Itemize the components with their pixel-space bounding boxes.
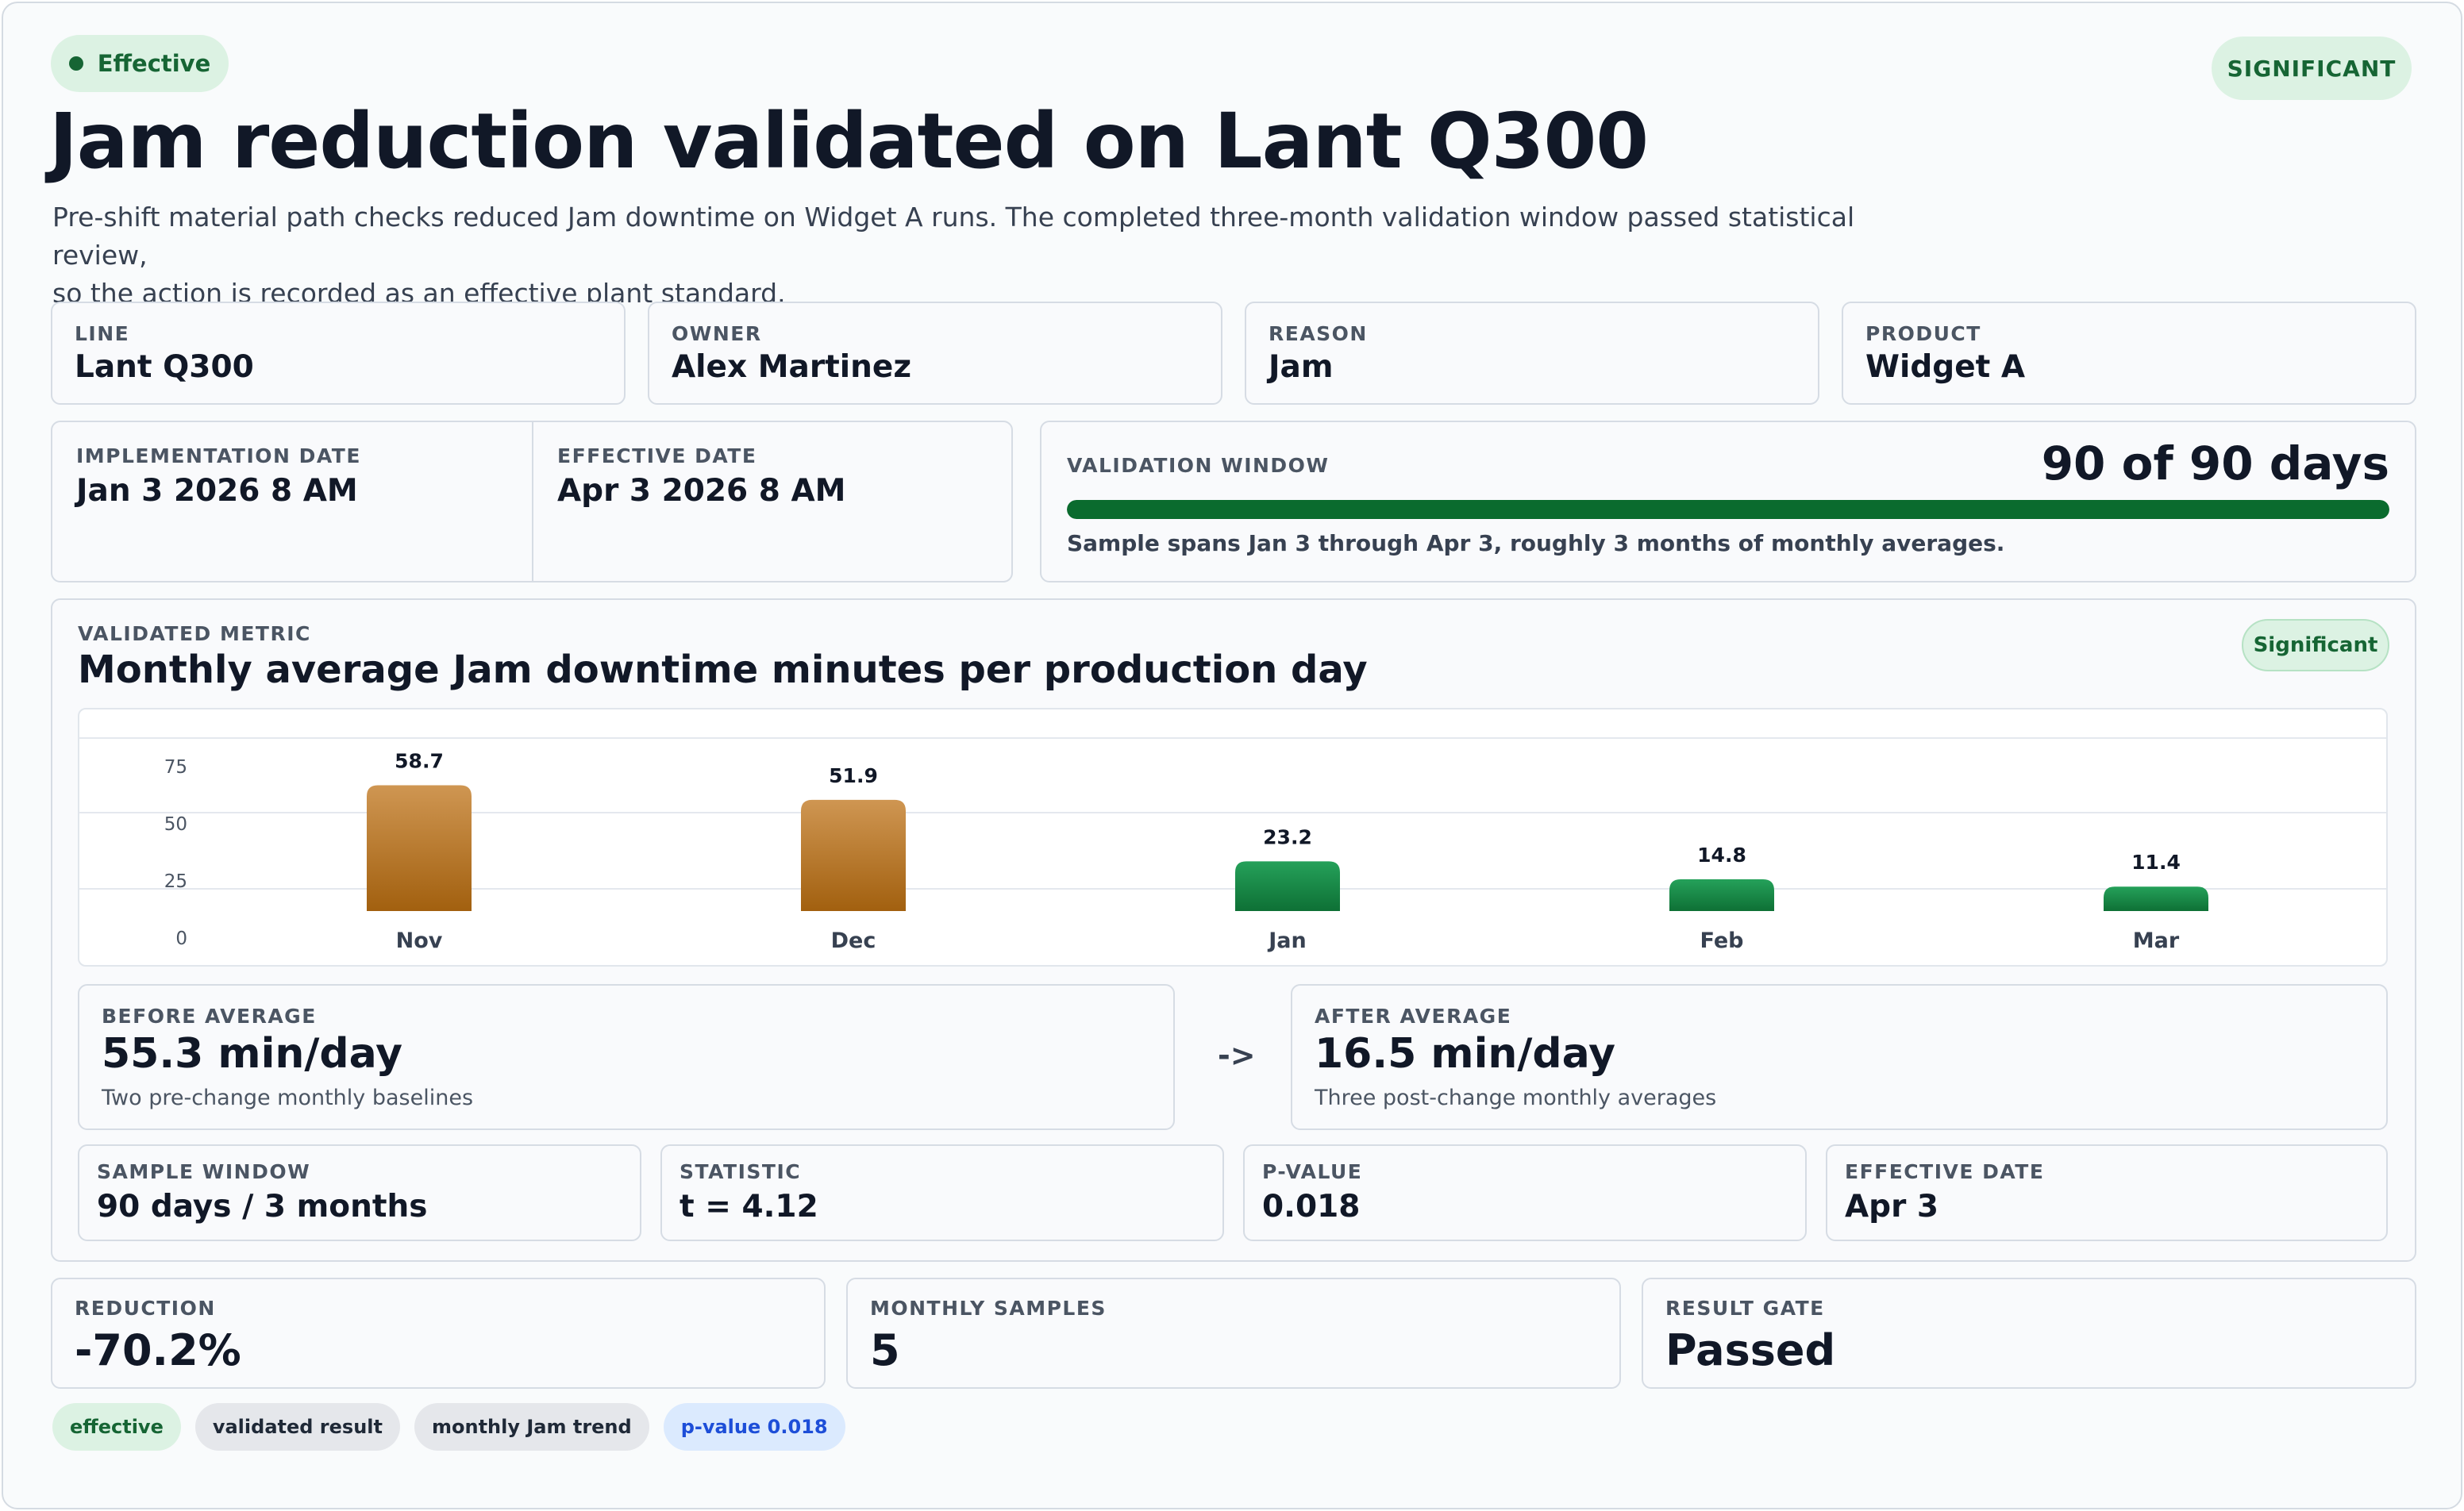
effective-date-value: Apr 3 2026 8 AM bbox=[557, 473, 846, 509]
significant-badge-small: Significant bbox=[2242, 619, 2389, 671]
status-label: Effective bbox=[97, 50, 211, 77]
bar-jan bbox=[1235, 861, 1340, 911]
implementation-date: IMPLEMENTATION DATE Jan 3 2026 8 AM bbox=[52, 422, 533, 581]
tag-effective: effective bbox=[52, 1403, 181, 1451]
result-value: -70.2% bbox=[75, 1325, 241, 1375]
x-tick-label: Mar bbox=[2133, 929, 2180, 953]
stat-value: 0.018 bbox=[1262, 1189, 1361, 1225]
stat-value: t = 4.12 bbox=[680, 1189, 818, 1225]
info-card-product: PRODUCT Widget A bbox=[1842, 302, 2416, 405]
page-title: Jam reduction validated on Lant Q300 bbox=[49, 97, 1649, 186]
significant-badge: SIGNIFICANT bbox=[2212, 37, 2412, 100]
bar-dec bbox=[801, 799, 906, 911]
y-tick-label: 25 bbox=[164, 871, 187, 892]
info-card-reason: REASON Jam bbox=[1245, 302, 1819, 405]
result-value: Passed bbox=[1665, 1325, 1836, 1375]
info-value: Jam bbox=[1269, 349, 1334, 385]
effective-date: EFFECTIVE DATE Apr 3 2026 8 AM bbox=[533, 422, 1011, 581]
validated-metric-section: VALIDATED METRIC Monthly average Jam dow… bbox=[51, 598, 2416, 1262]
result-label: REDUCTION bbox=[75, 1297, 216, 1320]
info-value: Alex Martinez bbox=[672, 349, 912, 385]
tag-validated-result: validated result bbox=[194, 1403, 400, 1451]
y-tick-label: 50 bbox=[164, 814, 187, 835]
result-label: MONTHLY SAMPLES bbox=[870, 1297, 1107, 1320]
dates-card: IMPLEMENTATION DATE Jan 3 2026 8 AM EFFE… bbox=[51, 421, 1013, 582]
status-dot-icon bbox=[68, 56, 83, 71]
info-value: Widget A bbox=[1865, 349, 2026, 385]
info-card-owner: OWNER Alex Martinez bbox=[648, 302, 1222, 405]
validation-days: 90 of 90 days bbox=[2041, 436, 2389, 490]
bar-chart-svg: 0 25 50 75 58.7 Nov 51.9 Dec 23.2 Jan 14.8 Feb 11.4 M… bbox=[79, 737, 2386, 953]
info-label: PRODUCT bbox=[1865, 322, 1981, 345]
x-tick-label: Jan bbox=[1267, 929, 1307, 953]
before-average-value: 55.3 min/day bbox=[102, 1030, 403, 1078]
after-average-value: 16.5 min/day bbox=[1315, 1030, 1616, 1078]
stat-value: 90 days / 3 months bbox=[97, 1189, 428, 1225]
data-label: 51.9 bbox=[829, 764, 878, 787]
after-average-card: AFTER AVERAGE 16.5 min/day Three post-ch… bbox=[1291, 984, 2388, 1130]
before-average-card: BEFORE AVERAGE 55.3 min/day Two pre-chan… bbox=[78, 984, 1175, 1130]
x-tick-label: Feb bbox=[1700, 929, 1744, 953]
stat-card-p-value: P-VALUE 0.018 bbox=[1243, 1144, 1807, 1241]
data-label: 23.2 bbox=[1263, 825, 1312, 848]
data-label: 58.7 bbox=[395, 750, 444, 773]
stat-label: P-VALUE bbox=[1262, 1160, 1363, 1183]
info-label: REASON bbox=[1269, 322, 1368, 345]
stat-card-sample-window: SAMPLE WINDOW 90 days / 3 months bbox=[78, 1144, 641, 1241]
validation-window-card: VALIDATION WINDOW 90 of 90 days Sample s… bbox=[1040, 421, 2416, 582]
tag-p-value: p-value 0.018 bbox=[663, 1403, 845, 1451]
before-average-label: BEFORE AVERAGE bbox=[102, 1005, 317, 1028]
y-tick-label: 75 bbox=[164, 757, 187, 778]
stat-label: STATISTIC bbox=[680, 1160, 802, 1183]
jam-downtime-chart: 0 25 50 75 58.7 Nov 51.9 Dec 23.2 Jan 14.8 Feb 11.4 M… bbox=[78, 708, 2388, 967]
info-card-line: LINE Lant Q300 bbox=[51, 302, 626, 405]
validation-progress-track bbox=[1067, 500, 2389, 519]
stat-value: Apr 3 bbox=[1845, 1189, 1939, 1225]
stat-card-effective-date: EFFECTIVE DATE Apr 3 bbox=[1826, 1144, 2388, 1241]
implementation-date-value: Jan 3 2026 8 AM bbox=[76, 473, 358, 509]
stat-label: SAMPLE WINDOW bbox=[97, 1160, 311, 1183]
result-label: RESULT GATE bbox=[1665, 1297, 1825, 1320]
validation-note: Sample spans Jan 3 through Apr 3, roughl… bbox=[1067, 530, 2005, 556]
info-label: LINE bbox=[75, 322, 130, 345]
page-subtitle: Pre-shift material path checks reduced J… bbox=[52, 198, 1958, 313]
implementation-date-label: IMPLEMENTATION DATE bbox=[76, 444, 361, 467]
tag-monthly-trend: monthly Jam trend bbox=[414, 1403, 649, 1451]
metric-label: VALIDATED METRIC bbox=[78, 622, 311, 645]
status-pill: Effective bbox=[51, 35, 229, 92]
data-label: 11.4 bbox=[2131, 851, 2181, 874]
after-average-label: AFTER AVERAGE bbox=[1315, 1005, 1512, 1028]
validation-window-label: VALIDATION WINDOW bbox=[1067, 454, 1330, 477]
validation-progress-fill bbox=[1067, 500, 2389, 519]
before-average-note: Two pre-change monthly baselines bbox=[102, 1086, 474, 1110]
result-card-monthly-samples: MONTHLY SAMPLES 5 bbox=[846, 1278, 1621, 1389]
result-card-reduction: REDUCTION -70.2% bbox=[51, 1278, 826, 1389]
x-tick-label: Nov bbox=[396, 929, 443, 953]
result-value: 5 bbox=[870, 1325, 900, 1375]
stat-label: EFFECTIVE DATE bbox=[1845, 1160, 2045, 1183]
info-label: OWNER bbox=[672, 322, 762, 345]
effective-date-label: EFFECTIVE DATE bbox=[557, 444, 757, 467]
bar-feb bbox=[1669, 879, 1774, 911]
data-label: 14.8 bbox=[1697, 844, 1746, 867]
subtitle-line-1: Pre-shift material path checks reduced J… bbox=[52, 202, 1855, 271]
stat-card-statistic: STATISTIC t = 4.12 bbox=[660, 1144, 1224, 1241]
result-card-result-gate: RESULT GATE Passed bbox=[1642, 1278, 2416, 1389]
y-tick-label: 0 bbox=[175, 929, 187, 949]
info-value: Lant Q300 bbox=[75, 349, 254, 385]
tag-list: effective validated result monthly Jam t… bbox=[52, 1403, 845, 1451]
x-tick-label: Dec bbox=[831, 929, 876, 953]
bar-mar bbox=[2104, 886, 2208, 911]
arrow-icon: -> bbox=[1218, 1038, 1256, 1073]
bar-nov bbox=[367, 785, 472, 911]
metric-title: Monthly average Jam downtime minutes per… bbox=[78, 648, 1368, 692]
after-average-note: Three post-change monthly averages bbox=[1315, 1086, 1717, 1110]
